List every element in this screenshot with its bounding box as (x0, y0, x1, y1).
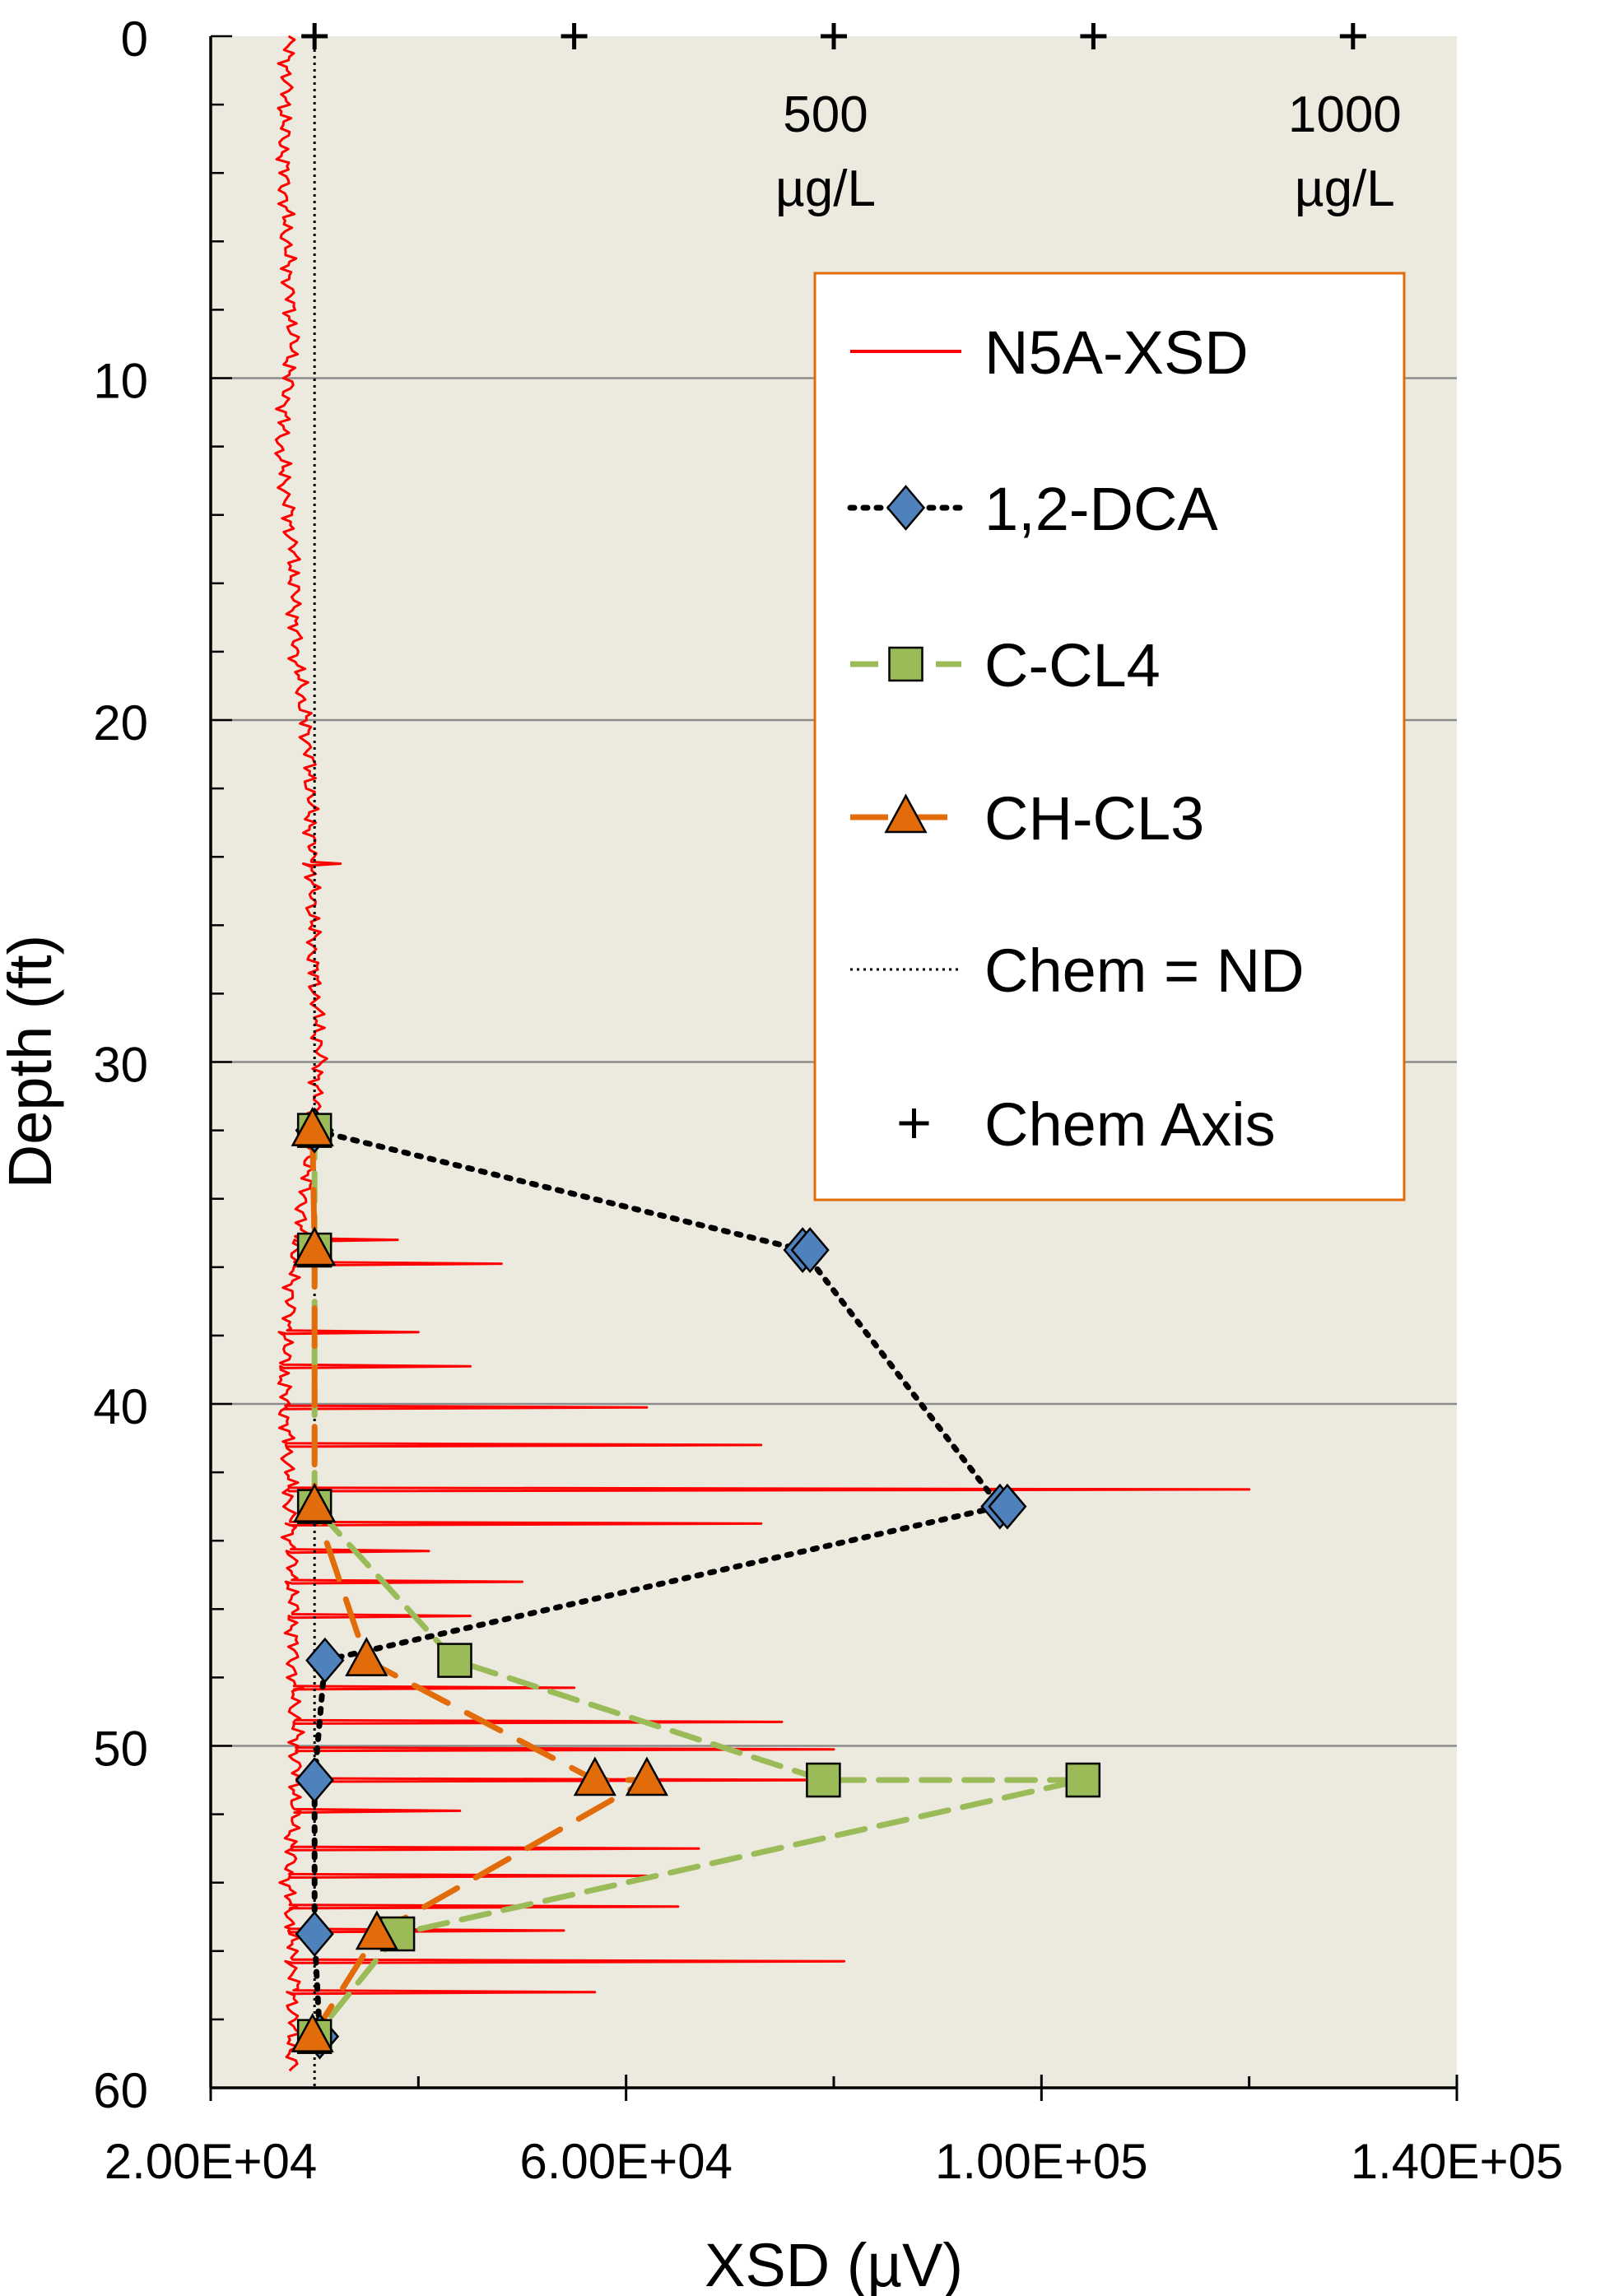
marker-ch-cl3 (291, 1106, 334, 1146)
legend-label: C-CL4 (984, 631, 1161, 699)
marker-c-cl4 (806, 1762, 841, 1798)
legend-marker-c-cl4 (888, 646, 923, 682)
chem-axis-label-unit: µg/L (1295, 160, 1395, 217)
legend-label: 1,2-DCA (984, 475, 1218, 543)
x-tick-label: 6.00E+04 (519, 2134, 733, 2189)
marker-ch-cl3 (625, 1756, 669, 1796)
xsd-trace (274, 35, 1251, 2072)
marker-1-2-dca (305, 1637, 345, 1684)
legend-marker-ch-cl3 (884, 793, 928, 834)
legend-label: Chem = ND (984, 937, 1305, 1005)
marker-ch-cl3 (355, 1910, 398, 1950)
y-axis-label: Depth (ft) (0, 935, 64, 1188)
y-tick-label: 0 (121, 12, 148, 67)
marker-ch-cl3 (291, 2013, 334, 2052)
chem-axis-label-unit: µg/L (775, 160, 876, 217)
y-tick-label: 30 (93, 1038, 148, 1093)
series-line-c-cl4 (311, 1127, 1084, 2040)
chem-series (291, 36, 1101, 2088)
y-tick-label: 20 (93, 695, 148, 751)
legend: N5A-XSD 1,2-DCA C-CL4 CH-CL3 Chem = ND Chem A… (813, 272, 1406, 1201)
y-tick-label: 40 (93, 1379, 148, 1434)
marker-c-cl4 (437, 1643, 472, 1678)
marker-1-2-dca (988, 1483, 1027, 1530)
marker-ch-cl3 (573, 1756, 616, 1796)
legend-box (813, 272, 1406, 1201)
axis-labels: XSD (µV) Depth (ft) (0, 935, 963, 2296)
marker-ch-cl3 (293, 1226, 337, 1267)
xsd-series (274, 35, 1251, 2072)
x-axis-label: XSD (µV) (705, 2231, 963, 2296)
series-line-ch-cl3 (309, 1127, 658, 2040)
legend-label: CH-CL3 (984, 784, 1204, 853)
y-tick-label: 10 (93, 354, 148, 409)
x-tick-label: 1.40E+05 (1351, 2134, 1564, 2189)
y-tick-label: 60 (93, 2063, 148, 2118)
legend-label: Chem Axis (984, 1090, 1276, 1159)
marker-1-2-dca (295, 1757, 334, 1803)
axes: 0 10 20 30 40 50 60 2.00E+04 6.00E+04 1.00E+05 1.4… (93, 12, 1563, 2189)
marker-1-2-dca (790, 1227, 830, 1273)
marker-ch-cl3 (293, 1483, 337, 1522)
legend-label: N5A-XSD (984, 318, 1249, 387)
marker-ch-cl3 (345, 1637, 388, 1676)
legend-marker-1-2-dca (886, 485, 926, 531)
x-tick-label: 2.00E+04 (105, 2134, 318, 2189)
x-tick-label: 1.00E+05 (935, 2134, 1148, 2189)
chem-axis-label-value: 1000 (1288, 86, 1402, 143)
marker-c-cl4 (1065, 1762, 1101, 1798)
y-tick-label: 50 (93, 1722, 148, 1777)
marker-1-2-dca (295, 1911, 334, 1957)
chem-axis-label-value: 500 (783, 86, 868, 143)
